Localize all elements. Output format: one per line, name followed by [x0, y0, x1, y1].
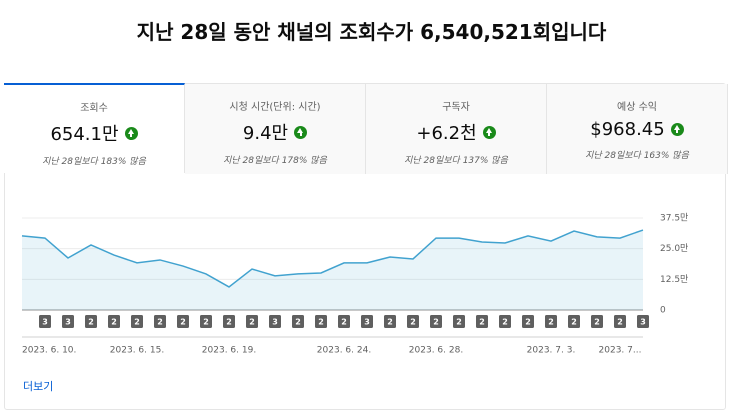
upload-marker: [177, 315, 189, 328]
upload-marker: [545, 315, 557, 328]
upload-marker: [338, 315, 350, 328]
metric-value-row: $968.45: [547, 119, 727, 140]
metric-label: 조회수: [80, 103, 108, 114]
metric-value: +6.2천: [416, 123, 477, 144]
upload-marker: [269, 315, 281, 328]
x-tick-label: 2023. 6. 19.: [202, 346, 256, 356]
x-tick-label: 2023. 7. 3.: [527, 346, 576, 356]
x-tick-label: 2023. 6. 24.: [317, 346, 371, 356]
upload-marker: [62, 315, 74, 328]
upload-count: 2: [525, 318, 531, 327]
metric-comparison: 지난 28일보다 163% 많음: [585, 151, 689, 161]
upload-marker: [453, 315, 465, 328]
y-tick-label: 12.5만: [660, 274, 688, 285]
upload-count: 2: [226, 318, 232, 327]
y-tick-label: 0: [660, 306, 666, 316]
upload-marker: [292, 315, 304, 328]
metric-comparison: 지난 28일보다 183% 많음: [42, 157, 146, 167]
upload-count: 2: [502, 318, 508, 327]
upload-count: 3: [364, 318, 370, 327]
upload-count: 2: [387, 318, 393, 327]
upload-marker: [39, 315, 51, 328]
metric-label: 예상 수익: [617, 102, 657, 113]
upload-count: 2: [571, 318, 577, 327]
up-arrow-icon: [294, 125, 308, 139]
upload-marker: [591, 315, 603, 328]
upload-marker: [476, 315, 488, 328]
page-title: 지난 28일 동안 채널의 조회수가 6,540,521회입니다: [136, 20, 607, 44]
upload-count: 2: [318, 318, 324, 327]
upload-count: 2: [157, 318, 163, 327]
up-arrow-icon: [482, 125, 496, 139]
upload-count: 3: [65, 318, 71, 327]
metric-label: 구독자: [442, 102, 470, 113]
metric-label: 시청 시간(단위: 시간): [229, 102, 321, 113]
metric-comparison: 지난 28일보다 178% 많음: [223, 156, 327, 166]
upload-count: 2: [180, 318, 186, 327]
line: [21, 229, 644, 288]
upload-marker: [315, 315, 327, 328]
metric-value-row: 654.1만: [4, 120, 184, 146]
x-tick-label: 2023. 7...: [599, 346, 642, 356]
upload-marker: [108, 315, 120, 328]
upload-count: 3: [640, 318, 646, 327]
x-tick-label: 2023. 6. 28.: [409, 346, 463, 356]
upload-marker: [223, 315, 235, 328]
upload-marker: [637, 315, 649, 328]
upload-count: 2: [410, 318, 416, 327]
upload-count: 2: [295, 318, 301, 327]
upload-count: 2: [456, 318, 462, 327]
upload-marker: [131, 315, 143, 328]
upload-count: 2: [617, 318, 623, 327]
upload-marker: [499, 315, 511, 328]
upload-marker: [407, 315, 419, 328]
upload-marker: [568, 315, 580, 328]
upload-count: 2: [341, 318, 347, 327]
upload-marker: [384, 315, 396, 328]
y-tick-label: 37.5만: [660, 213, 688, 224]
upload-marker: [522, 315, 534, 328]
upload-count: 3: [272, 318, 278, 327]
metric-value-row: +6.2천: [366, 119, 546, 145]
metric-value: $968.45: [590, 119, 665, 140]
area-fill: [22, 230, 643, 310]
upload-marker: [246, 315, 258, 328]
upload-count: 3: [42, 318, 48, 327]
upload-marker: [154, 315, 166, 328]
y-tick-label: 25.0만: [660, 243, 688, 254]
upload-marker: [614, 315, 626, 328]
upload-count: 2: [479, 318, 485, 327]
upload-marker: [361, 315, 373, 328]
upload-count: 2: [433, 318, 439, 327]
metric-comparison: 지난 28일보다 137% 많음: [404, 156, 508, 166]
upload-count: 2: [203, 318, 209, 327]
upload-count: 2: [548, 318, 554, 327]
metric-value: 9.4만: [242, 123, 289, 144]
upload-count: 2: [111, 318, 117, 327]
upload-marker: [85, 315, 97, 328]
upload-marker: [430, 315, 442, 328]
upload-count: 2: [88, 318, 94, 327]
more-link[interactable]: 더보기: [23, 380, 54, 393]
upload-count: 2: [594, 318, 600, 327]
upload-count: 2: [134, 318, 140, 327]
up-arrow-icon: [124, 126, 138, 140]
upload-count: 2: [249, 318, 255, 327]
x-tick-label: 2023. 6. 10.: [22, 346, 76, 356]
metric-value: 654.1만: [50, 124, 119, 145]
x-tick-label: 2023. 6. 15.: [110, 346, 164, 356]
up-arrow-icon: [670, 123, 684, 136]
metric-tab[interactable]: 예상 수익 $968.45 지난 28일보다 163% 많음: [547, 84, 728, 174]
metric-value-row: 9.4만: [185, 119, 365, 145]
upload-marker: [200, 315, 212, 328]
